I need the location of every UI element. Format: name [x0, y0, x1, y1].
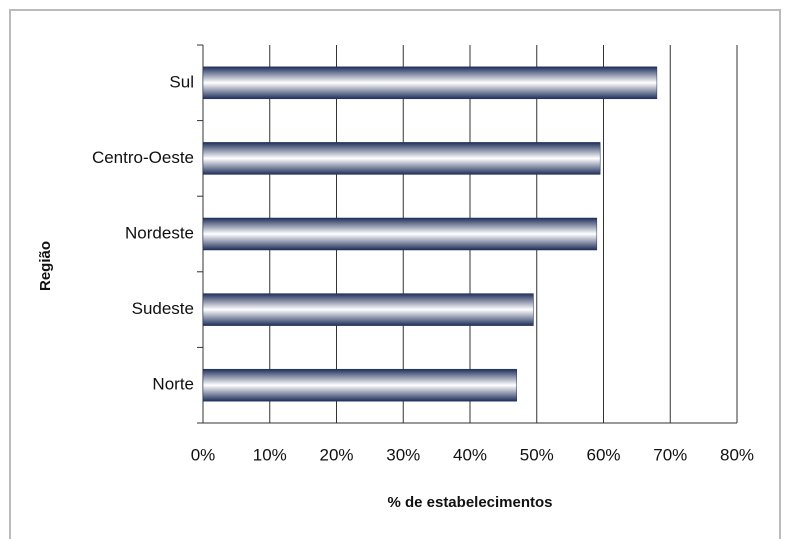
bar [202, 142, 601, 175]
y-axis-title: Região [37, 241, 54, 291]
x-tick-label: 60% [586, 445, 620, 464]
x-tick-label: 30% [386, 445, 420, 464]
x-tick-label: 50% [520, 445, 554, 464]
x-axis-title: % de estabelecimentos [387, 494, 552, 511]
bar [202, 217, 598, 251]
bar [202, 66, 658, 100]
x-tick-label: 70% [653, 445, 687, 464]
bar [202, 368, 517, 402]
y-tick-label: Sudeste [132, 299, 194, 318]
y-tick-label: Centro-Oeste [92, 148, 194, 167]
frame [9, 9, 781, 539]
x-tick-label: 80% [720, 445, 754, 464]
x-tick-label: 20% [319, 445, 353, 464]
bar [202, 293, 534, 326]
x-tick-label: 0% [191, 445, 216, 464]
y-tick-label: Sul [169, 72, 194, 91]
y-tick-label: Nordeste [125, 223, 194, 242]
x-tick-label: 10% [253, 445, 287, 464]
y-tick-label: Norte [152, 375, 194, 394]
x-tick-label: 40% [453, 445, 487, 464]
